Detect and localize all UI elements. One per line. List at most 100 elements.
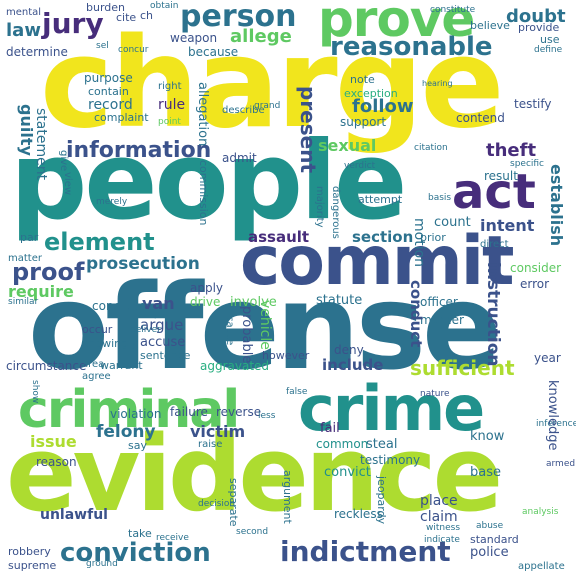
word-purpose: purpose [84, 71, 133, 85]
word-separate: separate [227, 478, 240, 527]
word-reason: reason [36, 455, 77, 469]
word-place: place [420, 493, 458, 509]
word-burden: burden [86, 1, 126, 14]
word-statement: statement [33, 108, 49, 181]
word-second: second [236, 527, 269, 537]
word-know: know [470, 429, 505, 444]
word-ground: ground [86, 559, 118, 569]
word-give: give [58, 150, 69, 172]
word-offense: offense [28, 258, 502, 396]
word-complaint: complaint [94, 111, 149, 124]
word-argue: argue [140, 316, 184, 334]
word-intent: intent [480, 216, 535, 235]
word-guilty: guilty [17, 104, 36, 156]
word-probable: probable [239, 306, 254, 364]
word-aggravated: aggravated [200, 359, 270, 373]
word-failure: failure [170, 405, 208, 419]
word-knowledge: knowledge [545, 380, 560, 451]
word-say: say [128, 439, 147, 452]
word-knowingly: knowingly [82, 337, 138, 350]
word-crime: crime [298, 372, 485, 445]
word-assault: assault [248, 228, 310, 246]
word-record: record [88, 97, 133, 113]
word-statute: statute [316, 293, 363, 308]
word-jury: jury [42, 7, 104, 40]
word-year: year [534, 351, 561, 365]
word-cite: cite [116, 11, 137, 24]
word-circumstance: circumstance [6, 359, 87, 373]
word-theft: theft [486, 140, 537, 161]
word-deny: deny [334, 343, 364, 357]
word-citation: citation [414, 143, 448, 153]
word-sufficient: sufficient [410, 356, 515, 380]
word-base: base [470, 465, 501, 480]
word-unlawful: unlawful [40, 507, 108, 523]
word-establish: establish [547, 164, 566, 247]
word-violation: violation [110, 407, 162, 421]
word-support: support [340, 115, 387, 129]
word-consider: consider [510, 261, 562, 275]
word-people: people [10, 119, 407, 244]
word-armed: armed [546, 459, 576, 469]
word-direct: direct [480, 239, 509, 250]
word-constitute: constitute [430, 5, 476, 15]
word-however: however [262, 349, 310, 362]
word-charge: charge [40, 12, 504, 156]
word-matter: matter [8, 253, 42, 264]
word-view: view [62, 172, 73, 196]
word-false: false [286, 387, 308, 397]
word-police: police [470, 545, 509, 560]
word-apply: apply [190, 281, 224, 295]
word-inference: inference [536, 419, 576, 429]
word-exception: exception [344, 87, 398, 100]
word-take: take [128, 527, 152, 540]
word-verdict: verdict [344, 161, 376, 171]
word-issue: issue [30, 432, 77, 451]
word-conviction: conviction [60, 538, 211, 568]
word-appellate: appellate [518, 561, 565, 572]
word-analysis: analysis [522, 507, 559, 517]
word-victim: victim [190, 422, 246, 441]
word-rule: rule [158, 97, 186, 113]
word-indictment: indictment [280, 535, 451, 568]
word-conclude: conclude [92, 299, 147, 313]
word-allegation: allegation [195, 82, 210, 147]
word-define: define [534, 45, 563, 55]
word-witness: witness [426, 523, 461, 533]
word-count: count [434, 215, 471, 230]
word-ch: ch [140, 9, 154, 22]
word-dangerous: dangerous [330, 186, 341, 239]
word-admit: admit [222, 151, 257, 165]
word-act: act [452, 164, 536, 220]
word-reasonable: reasonable [330, 32, 493, 62]
word-convict: convict [324, 465, 371, 480]
word-robbery: robbery [8, 545, 51, 558]
word-attempt: attempt [358, 193, 403, 206]
word-point: point [158, 117, 181, 127]
word-argument: argument [281, 470, 294, 524]
word-weapon: weapon [170, 31, 218, 45]
word-basis: basis [428, 193, 452, 203]
word-describe: describe [222, 105, 265, 116]
word-obtain: obtain [150, 1, 179, 11]
word-require: require [8, 282, 74, 301]
word-believe: believe [470, 19, 510, 32]
word-proof: proof [12, 258, 85, 286]
word-common: common [316, 437, 369, 451]
word-element: element [44, 228, 155, 256]
word-area: area [82, 359, 105, 370]
word-drive: drive [190, 295, 221, 309]
word-nature: nature [420, 389, 450, 399]
word-include: include [322, 356, 384, 374]
word-grand: grand [254, 101, 281, 111]
word-provide: provide [518, 21, 560, 34]
word-jeopardy: jeopardy [375, 476, 388, 525]
word-concur: concur [118, 45, 149, 55]
word-use: use [540, 33, 560, 46]
word-right: right [158, 81, 182, 92]
word-involve: involve [230, 295, 277, 310]
word-error: error [520, 277, 550, 291]
word-hearing: hearing [422, 79, 453, 88]
word-merely: merely [96, 197, 128, 207]
